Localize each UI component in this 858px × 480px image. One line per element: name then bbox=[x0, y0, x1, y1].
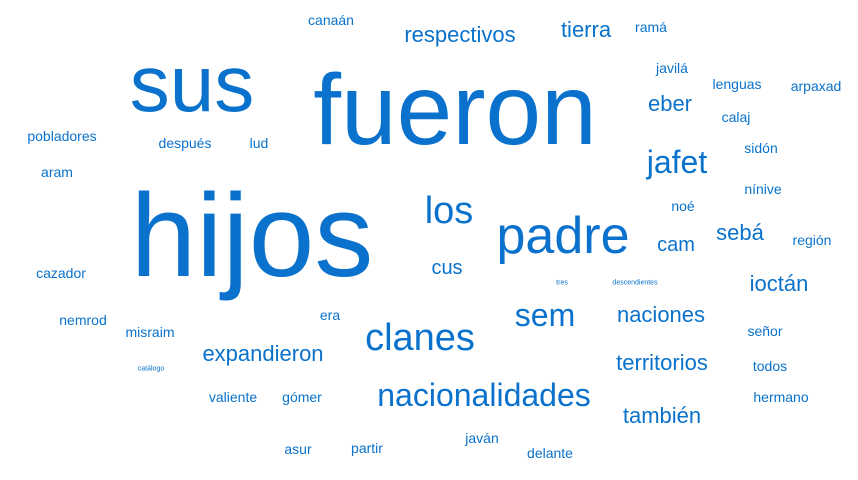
word-ninive: nínive bbox=[744, 181, 782, 197]
word-expandieron: expandieron bbox=[202, 341, 324, 366]
word-senor: señor bbox=[747, 323, 783, 339]
word-arpaxad: arpaxad bbox=[790, 78, 842, 94]
word-javan: javán bbox=[465, 430, 499, 446]
word-cam: cam bbox=[657, 234, 695, 256]
word-aram: aram bbox=[41, 164, 73, 180]
word-nacionalidades: nacionalidades bbox=[377, 377, 591, 413]
word-cazador: cazador bbox=[36, 265, 86, 281]
word-javila: javilá bbox=[656, 60, 688, 76]
word-tambien: también bbox=[622, 403, 702, 428]
word-valiente: valiente bbox=[208, 389, 258, 405]
word-respectivos: respectivos bbox=[404, 22, 516, 47]
word-era: era bbox=[319, 307, 341, 323]
word-fueron: fueron bbox=[313, 54, 597, 166]
word-descendientes: descendientes bbox=[612, 279, 658, 287]
word-sidon: sidón bbox=[744, 140, 778, 156]
word-seba: sebá bbox=[716, 220, 764, 245]
word-territorios: territorios bbox=[616, 350, 708, 375]
word-los: los bbox=[424, 190, 474, 232]
word-pobladores: pobladores bbox=[27, 128, 97, 144]
word-tres: tres bbox=[556, 279, 568, 287]
word-hermano: hermano bbox=[753, 389, 809, 405]
word-rama: ramá bbox=[635, 19, 667, 35]
word-partir: partir bbox=[351, 440, 383, 456]
word-sus: sus bbox=[129, 39, 255, 128]
word-gomer: gómer bbox=[282, 389, 322, 405]
word-eber: eber bbox=[647, 91, 693, 116]
word-lenguas: lenguas bbox=[712, 76, 762, 92]
word-calaj: calaj bbox=[721, 109, 751, 125]
word-misraim: misraim bbox=[125, 324, 175, 340]
word-catalogo: catálogo bbox=[137, 365, 165, 373]
word-nemrod: nemrod bbox=[59, 312, 107, 328]
word-lud: lud bbox=[249, 135, 269, 151]
word-canaan: canaán bbox=[308, 12, 354, 28]
word-todos: todos bbox=[752, 358, 788, 374]
word-noe: noé bbox=[671, 198, 695, 214]
word-asur: asur bbox=[284, 441, 312, 457]
word-naciones: naciones bbox=[616, 302, 706, 327]
word-tierra: tierra bbox=[560, 17, 612, 42]
word-region: región bbox=[792, 232, 832, 248]
word-padre: padre bbox=[496, 207, 630, 265]
word-ioctan: ioctán bbox=[749, 271, 809, 296]
word-jafet: jafet bbox=[646, 144, 708, 180]
word-cus: cus bbox=[431, 257, 463, 279]
word-sem: sem bbox=[514, 297, 576, 333]
word-despues: después bbox=[158, 135, 212, 151]
word-clanes: clanes bbox=[365, 317, 475, 359]
word-hijos: hijos bbox=[130, 170, 374, 302]
word-delante: delante bbox=[527, 445, 573, 461]
